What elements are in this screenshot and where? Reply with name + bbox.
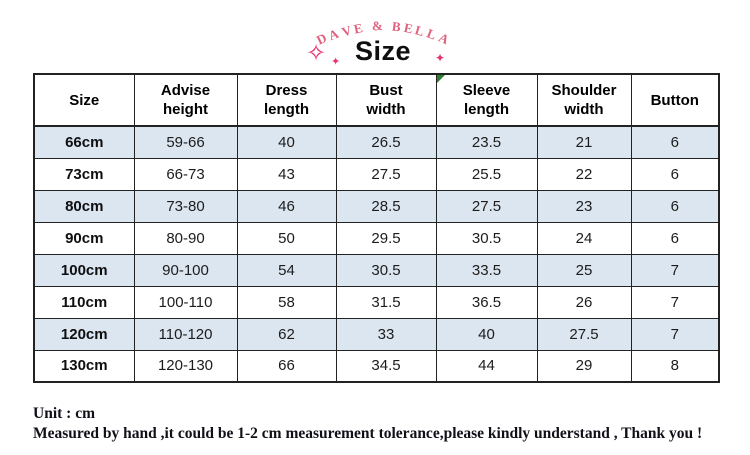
table-cell: 27.5 — [435, 189, 538, 223]
column-header: Dress length — [236, 73, 337, 127]
table-cell: 6 — [630, 125, 720, 159]
column-header: Sleeve length — [435, 73, 538, 127]
table-cell: 23.5 — [435, 125, 538, 159]
size-cell: 100cm — [33, 253, 135, 287]
unit-note: Unit : cm — [33, 405, 95, 422]
table-cell: 29.5 — [335, 221, 437, 255]
size-cell: 130cm — [33, 349, 135, 383]
table-cell: 44 — [435, 349, 538, 383]
table-cell: 22 — [536, 157, 632, 191]
size-cell: 80cm — [33, 189, 135, 223]
sparkle-filled-icon: ✦ — [331, 56, 341, 68]
column-header: Bust width — [335, 73, 437, 127]
column-header: Size — [33, 73, 135, 127]
table-row: 110cm 100-110 58 31.5 36.5 26 7 — [33, 285, 720, 319]
table-cell: 7 — [630, 253, 720, 287]
column-header: Button — [630, 73, 720, 127]
column-header: Advise height — [133, 73, 238, 127]
table-cell: 54 — [236, 253, 337, 287]
table-cell: 21 — [536, 125, 632, 159]
table-cell: 100-110 — [133, 285, 238, 319]
table-cell: 90-100 — [133, 253, 238, 287]
table-cell: 43 — [236, 157, 337, 191]
footer-note: Unit : cm Measured by hand ,it could be … — [33, 404, 702, 444]
table-cell: 27.5 — [536, 317, 632, 351]
table-cell: 7 — [630, 317, 720, 351]
table-cell: 62 — [236, 317, 337, 351]
table-header-row: Size Advise height Dress length Bust width S… — [33, 73, 720, 127]
column-header: Shoulder width — [536, 73, 632, 127]
table-cell: 46 — [236, 189, 337, 223]
brand-letter — [365, 19, 371, 35]
size-cell: 110cm — [33, 285, 135, 319]
table-row: 80cm 73-80 46 28.5 27.5 23 6 — [33, 189, 720, 223]
sparkle-filled-icon: ✦ — [435, 51, 446, 65]
tolerance-note: Measured by hand ,it could be 1-2 cm mea… — [33, 425, 703, 442]
table-cell: 27.5 — [335, 157, 437, 191]
table-cell: 59-66 — [133, 125, 238, 159]
brand-name: DAVE & BELLA — [263, 17, 503, 48]
brand-letter — [385, 18, 390, 34]
brand-letter: & — [371, 17, 385, 34]
table-cell: 26.5 — [335, 125, 437, 159]
table-cell: 66 — [236, 349, 337, 383]
table-cell: 28.5 — [335, 189, 437, 223]
table-cell: 6 — [630, 189, 720, 223]
table-cell: 25.5 — [435, 157, 538, 191]
sparkle-outline-icon: ✧ — [306, 40, 327, 67]
table-cell: 66-73 — [133, 157, 238, 191]
table-row: 130cm 120-130 66 34.5 44 29 8 — [33, 349, 720, 383]
table-row: 73cm 66-73 43 27.5 25.5 22 6 — [33, 157, 720, 191]
table-cell: 31.5 — [335, 285, 437, 319]
size-cell: 73cm — [33, 157, 135, 191]
table-cell: 30.5 — [435, 221, 538, 255]
table-cell: 33 — [335, 317, 437, 351]
table-cell: 23 — [536, 189, 632, 223]
table-cell: 30.5 — [335, 253, 437, 287]
table-row: 66cm 59-66 40 26.5 23.5 21 6 — [33, 125, 720, 159]
table-cell: 50 — [236, 221, 337, 255]
table-cell: 25 — [536, 253, 632, 287]
size-cell: 90cm — [33, 221, 135, 255]
table-cell: 40 — [435, 317, 538, 351]
table-cell: 8 — [630, 349, 720, 383]
table-cell: 6 — [630, 157, 720, 191]
table-cell: 26 — [536, 285, 632, 319]
brand-letter: E — [352, 19, 366, 37]
table-cell: 120-130 — [133, 349, 238, 383]
table-cell: 73-80 — [133, 189, 238, 223]
table-cell: 80-90 — [133, 221, 238, 255]
table-cell: 6 — [630, 221, 720, 255]
size-cell: 120cm — [33, 317, 135, 351]
table-cell: 34.5 — [335, 349, 437, 383]
table-cell: 33.5 — [435, 253, 538, 287]
table-row: 100cm 90-100 54 30.5 33.5 25 7 — [33, 253, 720, 287]
table-cell: 58 — [236, 285, 337, 319]
comment-marker-icon — [436, 75, 445, 83]
table-cell: 110-120 — [133, 317, 238, 351]
page-title: Size — [354, 36, 412, 66]
table-cell: 40 — [236, 125, 337, 159]
size-cell: 66cm — [33, 125, 135, 159]
brand-letter: B — [391, 18, 403, 35]
size-table: Size Advise height Dress length Bust width S… — [33, 73, 720, 383]
table-cell: 24 — [536, 221, 632, 255]
table-row: 90cm 80-90 50 29.5 30.5 24 6 — [33, 221, 720, 255]
table-cell: 36.5 — [435, 285, 538, 319]
table-cell: 29 — [536, 349, 632, 383]
table-cell: 7 — [630, 285, 720, 319]
table-row: 120cm 110-120 62 33 40 27.5 7 — [33, 317, 720, 351]
